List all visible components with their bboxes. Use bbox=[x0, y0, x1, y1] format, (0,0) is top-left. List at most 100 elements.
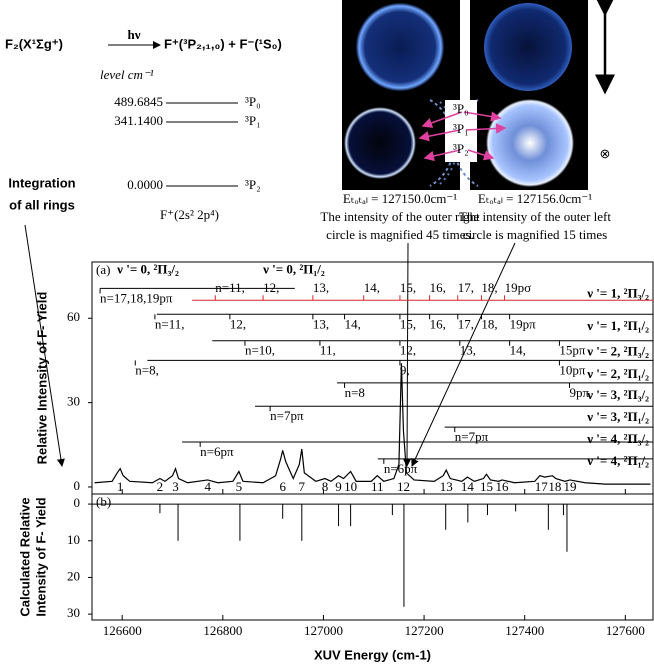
n-label: 14, bbox=[364, 280, 380, 295]
peak-label: 5 bbox=[236, 479, 243, 494]
peak-label: 6 bbox=[279, 479, 286, 494]
peak-label: 1 bbox=[117, 479, 124, 494]
plot-frame bbox=[91, 493, 654, 621]
peak-label: 14 bbox=[461, 479, 475, 494]
peak-label: 2 bbox=[157, 479, 164, 494]
x-axis-label: XUV Energy (cm-1) bbox=[314, 647, 431, 662]
y-tick-label: 30 bbox=[67, 605, 80, 620]
progression-label: ν '= 1, ²Π₃/₂ bbox=[586, 285, 649, 300]
progression-label: ν '= 1, ²Π₁/₂ bbox=[586, 318, 649, 333]
state-label: ³P₂ bbox=[453, 141, 469, 156]
peak-label: 3 bbox=[172, 479, 179, 494]
progression-label: ν '= 0, ²Π₃/₂ bbox=[116, 261, 179, 276]
caption-note: circle is magnified 45 times. bbox=[326, 227, 474, 242]
level-header: level cm⁻¹ bbox=[100, 67, 154, 82]
state-label: ³P₁ bbox=[453, 121, 469, 136]
image-ring bbox=[344, 107, 416, 179]
n-label: 19pσ bbox=[505, 280, 532, 295]
n-label: n=7pπ bbox=[455, 429, 489, 444]
n-label: 13, bbox=[460, 343, 476, 358]
n-label: 13, bbox=[313, 280, 329, 295]
n-label: n=8, bbox=[135, 362, 159, 377]
n-label: 15pπ bbox=[559, 343, 586, 358]
image-disk bbox=[484, 3, 572, 91]
n-label: n=11, bbox=[215, 280, 245, 295]
n-label: n=8 bbox=[345, 385, 365, 400]
level-energy: 341.1400 bbox=[114, 113, 163, 128]
n-label: 14, bbox=[345, 316, 361, 331]
state-label: ³P₀ bbox=[453, 101, 469, 116]
n-label: 14, bbox=[510, 343, 526, 358]
y-tick-label: 0 bbox=[74, 478, 81, 493]
x-tick-label: 126800 bbox=[203, 623, 242, 638]
y-tick-label: 30 bbox=[67, 394, 80, 409]
level-term: ³P₀ bbox=[245, 94, 261, 109]
n-label: 18, bbox=[481, 280, 497, 295]
progression-label: ν '= 4, ²Π₁/₂ bbox=[586, 453, 649, 468]
state-arrows bbox=[418, 111, 507, 162]
n-label: 17, bbox=[458, 316, 474, 331]
progression-label: ν '= 3, ²Π₁/₂ bbox=[586, 409, 649, 424]
progression-label: ν '= 2, ²Π₁/₂ bbox=[586, 366, 649, 381]
caption-note: The intensity of the outer left bbox=[459, 209, 611, 224]
image-arc bbox=[429, 99, 456, 187]
n-label: n=7pπ bbox=[270, 408, 304, 423]
n-label: n=11, bbox=[155, 316, 185, 331]
peak-label: 17 bbox=[535, 479, 549, 494]
level-term: ³P₂ bbox=[245, 177, 261, 192]
n-label: n=10, bbox=[245, 343, 275, 358]
y-tick-label: 0 bbox=[74, 495, 81, 510]
x-tick-label: 127000 bbox=[304, 623, 343, 638]
n-label: 12, bbox=[230, 316, 246, 331]
n-label: 16, bbox=[430, 316, 446, 331]
pointer-arrow bbox=[403, 242, 412, 467]
products: F⁺(³P₂,₁,₀) + F⁻(¹S₀) bbox=[164, 36, 282, 51]
x-tick-label: 127600 bbox=[606, 623, 645, 638]
x-tick-label: 127200 bbox=[405, 623, 444, 638]
progression-label: ν '= 3, ²Π₃/₂ bbox=[586, 387, 649, 402]
caption-note: The intensity of the outer right bbox=[320, 209, 480, 224]
y-axis-label: Intensity of F- Yield bbox=[33, 497, 48, 616]
x-tick-label: 127400 bbox=[505, 623, 544, 638]
peak-label: 18 bbox=[548, 479, 561, 494]
x-tick-label: 126600 bbox=[103, 623, 142, 638]
photon: hν bbox=[127, 27, 140, 42]
peak-label: 11 bbox=[371, 479, 384, 494]
n-label: 17, bbox=[458, 280, 474, 295]
spectrum bbox=[94, 363, 651, 485]
peak-label: 16 bbox=[496, 479, 510, 494]
integration-label: Integration bbox=[8, 175, 75, 190]
caption-energy: Eₜₒₜₐₗ = 127150.0cm⁻¹ bbox=[343, 191, 457, 206]
peak-label: 10 bbox=[344, 479, 357, 494]
ion-config: F⁺(2s² 2p⁴) bbox=[160, 207, 219, 222]
peak-label: 4 bbox=[204, 479, 211, 494]
level-energy: 0.0000 bbox=[127, 177, 163, 192]
n-label: 15, bbox=[400, 280, 416, 295]
image-ring bbox=[486, 99, 574, 187]
n-label: 9pπ bbox=[569, 385, 589, 400]
image-disk bbox=[356, 3, 444, 91]
panel-label: (b) bbox=[96, 494, 111, 509]
peak-label: 13 bbox=[440, 479, 453, 494]
caption-energy: Eₜₒₜₐₗ = 127156.0cm⁻¹ bbox=[478, 191, 592, 206]
level-term: ³P₁ bbox=[245, 113, 261, 128]
integration-label: of all rings bbox=[9, 197, 75, 212]
y-axis-label: Calculated Relative bbox=[17, 497, 32, 616]
progression-label: ν '= 4, ²Π₃/₂ bbox=[586, 431, 649, 446]
y-tick-label: 10 bbox=[67, 532, 80, 547]
n-label: 18, bbox=[481, 316, 497, 331]
reactant: F₂(X¹Σg⁺) bbox=[5, 36, 63, 51]
n-label: n=17,18,19pπ bbox=[100, 290, 173, 305]
n-label: 9, bbox=[400, 362, 410, 377]
n-label: n=6pπ bbox=[200, 444, 234, 459]
level-energy: 489.6845 bbox=[114, 94, 163, 109]
n-label: 12, bbox=[400, 343, 416, 358]
peak-label: 7 bbox=[299, 479, 306, 494]
y-tick-label: 20 bbox=[67, 568, 80, 583]
n-label: 13, bbox=[313, 316, 329, 331]
n-label: 11, bbox=[320, 343, 336, 358]
caption-note: circle is magnified 15 times bbox=[463, 227, 607, 242]
pointer-arrow bbox=[24, 224, 65, 467]
progression-label: ν '= 2, ²Π₃/₂ bbox=[586, 343, 649, 358]
